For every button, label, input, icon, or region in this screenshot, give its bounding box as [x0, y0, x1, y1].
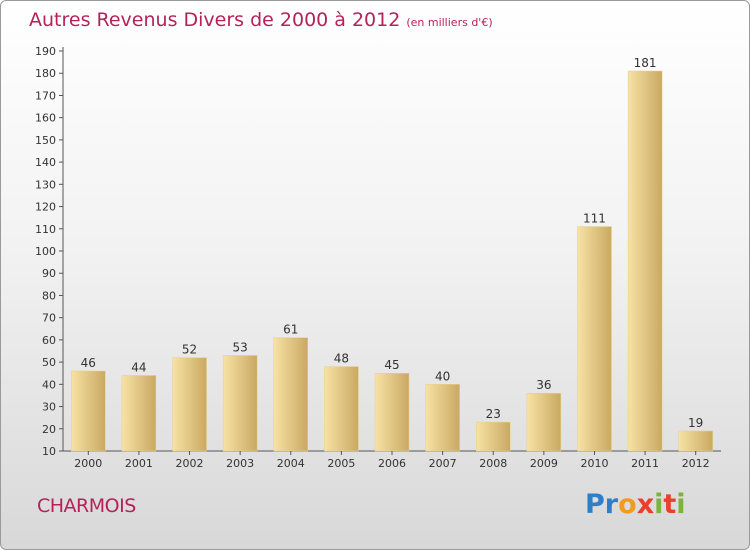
x-tick-label: 2004 [277, 457, 305, 470]
x-tick-label: 2009 [530, 457, 558, 470]
y-tick-label: 170 [35, 89, 56, 102]
bar [627, 70, 663, 452]
y-tick-label: 120 [35, 201, 56, 214]
bar-value-label: 44 [131, 360, 146, 374]
y-tick-label: 90 [42, 267, 56, 280]
bar [273, 337, 309, 452]
bar-value-label: 111 [583, 212, 606, 226]
x-tick-label: 2003 [226, 457, 254, 470]
y-tick-label: 100 [35, 245, 56, 258]
y-tick-label: 110 [35, 223, 56, 236]
x-tick-label: 2011 [631, 457, 659, 470]
bar [121, 375, 157, 452]
bar [475, 421, 511, 452]
bar [374, 372, 410, 452]
bar [222, 355, 258, 452]
bar-value-label: 40 [435, 369, 450, 383]
y-tick-label: 160 [35, 112, 56, 125]
x-tick-label: 2012 [682, 457, 710, 470]
bar-value-label: 61 [283, 323, 298, 337]
y-tick-label: 30 [42, 401, 56, 414]
place-name: CHARMOIS [37, 495, 136, 517]
bar-value-label: 45 [384, 358, 399, 372]
y-tick-label: 20 [42, 423, 56, 436]
y-tick-label: 40 [42, 378, 56, 391]
x-tick-label: 2007 [429, 457, 457, 470]
bar-value-label: 53 [233, 340, 248, 354]
y-tick-label: 180 [35, 67, 56, 80]
x-tick-label: 2002 [176, 457, 204, 470]
bar-value-label: 19 [688, 416, 703, 430]
bar [526, 392, 562, 452]
bar-value-label: 23 [486, 407, 501, 421]
bar-value-label: 46 [81, 356, 96, 370]
y-tick-label: 140 [35, 156, 56, 169]
x-tick-label: 2008 [479, 457, 507, 470]
x-tick-label: 2001 [125, 457, 153, 470]
bar [678, 430, 713, 452]
chart-subtitle: (en milliers d'€) [406, 16, 493, 29]
y-tick-label: 80 [42, 289, 56, 302]
bar [324, 366, 359, 452]
y-tick-label: 60 [42, 334, 56, 347]
bar-value-label: 36 [536, 378, 551, 392]
bar [172, 357, 207, 452]
y-tick-label: 10 [42, 445, 56, 458]
chart-title-main: Autres Revenus Divers de 2000 à 2012 [29, 9, 401, 31]
y-tick-label: 130 [35, 178, 56, 191]
y-tick-label: 190 [35, 45, 56, 58]
x-tick-label: 2000 [74, 457, 102, 470]
bar [577, 226, 612, 452]
bar-value-label: 48 [334, 352, 349, 366]
bar [71, 370, 106, 452]
y-tick-label: 70 [42, 312, 56, 325]
y-tick-label: 50 [42, 356, 56, 369]
bar-value-label: 52 [182, 343, 197, 357]
proxiti-logo: Proxiti [585, 489, 686, 520]
bar [425, 384, 460, 452]
x-tick-label: 2005 [327, 457, 355, 470]
x-tick-label: 2010 [580, 457, 608, 470]
x-tick-label: 2006 [378, 457, 406, 470]
chart-title: Autres Revenus Divers de 2000 à 2012 (en … [29, 9, 493, 31]
bar-value-label: 181 [634, 56, 657, 70]
y-tick-label: 150 [35, 134, 56, 147]
